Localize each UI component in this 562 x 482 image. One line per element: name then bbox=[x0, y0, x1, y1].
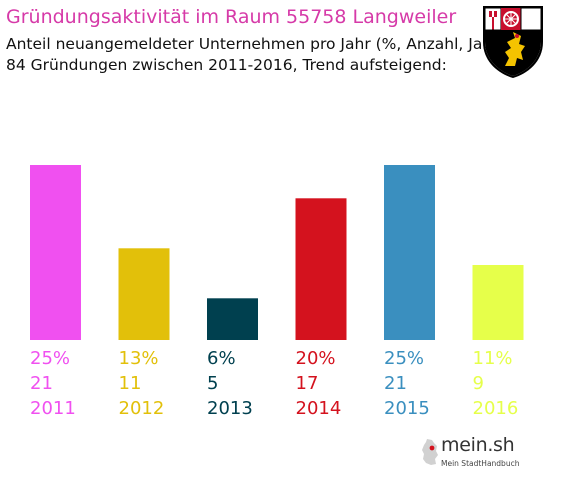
bar-2015 bbox=[384, 165, 435, 340]
count-label-2014: 17 bbox=[296, 373, 319, 394]
chart-summary: 84 Gründungen zwischen 2011-2016, Trend … bbox=[6, 56, 447, 74]
percent-label-2014: 20% bbox=[296, 348, 336, 369]
percent-label-2013: 6% bbox=[207, 348, 236, 369]
year-label-2015: 2015 bbox=[384, 398, 430, 419]
percent-label-2016: 11% bbox=[473, 348, 513, 369]
bar-2016 bbox=[472, 265, 524, 340]
count-label-2016: 9 bbox=[473, 373, 484, 394]
year-label-2014: 2014 bbox=[296, 398, 342, 419]
year-label-2013: 2013 bbox=[207, 398, 253, 419]
coat-of-arms-icon bbox=[483, 6, 543, 78]
year-label-2016: 2016 bbox=[473, 398, 519, 419]
germany-map-icon bbox=[422, 439, 438, 465]
bar-2012 bbox=[118, 248, 170, 340]
bar-2011 bbox=[30, 165, 81, 340]
brand-name: mein.sh bbox=[441, 434, 515, 456]
bar-2013 bbox=[207, 298, 258, 340]
percent-label-2015: 25% bbox=[384, 348, 424, 369]
brand-tagline: Mein StadtHandbuch bbox=[441, 459, 520, 468]
year-label-2012: 2012 bbox=[119, 398, 165, 419]
chart-subtitle: Anteil neuangemeldeter Unternehmen pro J… bbox=[6, 35, 505, 53]
count-label-2012: 11 bbox=[119, 373, 142, 394]
count-label-2015: 21 bbox=[384, 373, 407, 394]
count-label-2011: 21 bbox=[30, 373, 53, 394]
percent-label-2011: 25% bbox=[30, 348, 70, 369]
percent-label-2012: 13% bbox=[119, 348, 159, 369]
count-label-2013: 5 bbox=[207, 373, 218, 394]
chart-title: Gründungsaktivität im Raum 55758 Langwei… bbox=[6, 6, 457, 28]
bar-2014 bbox=[295, 198, 347, 340]
brand-logo: mein.sh Mein StadtHandbuch bbox=[421, 434, 529, 476]
year-label-2011: 2011 bbox=[30, 398, 76, 419]
